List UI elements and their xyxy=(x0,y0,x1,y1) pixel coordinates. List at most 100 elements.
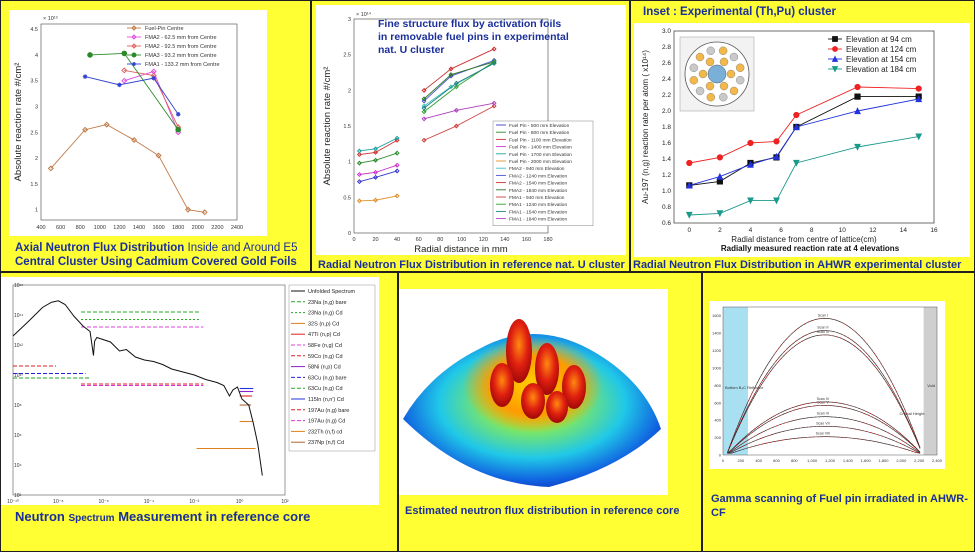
axial-x-tick: 1200 xyxy=(113,225,125,231)
ahwr-point xyxy=(792,123,800,131)
ahwr-y-tick: 1.0 xyxy=(662,188,671,195)
ahwr-series-1 xyxy=(686,83,922,167)
nat-point xyxy=(356,148,362,154)
nat-point xyxy=(394,162,400,168)
ahwr-point xyxy=(716,210,724,218)
axial-flux-chart: 400 600 800 1000 1200 1400 1600 1800 2000 2200 240… xyxy=(9,10,267,236)
axial-point xyxy=(103,121,110,128)
ahwr-plot-frame xyxy=(673,30,935,224)
ahwr-point xyxy=(915,85,922,92)
ahwr-y-tick: 2.4 xyxy=(662,76,671,83)
axial-y-tick: 3 xyxy=(35,105,38,111)
ahwr-x-tick: 6 xyxy=(779,227,783,234)
gamma-right-band-label: Void xyxy=(927,383,935,388)
nat-x-tick: 180 xyxy=(543,237,552,243)
nat-legend-label: FMA1 - 1540 mm Elevation xyxy=(509,209,567,215)
ahwr-point xyxy=(747,139,754,147)
gamma-x-tick: 1,400 xyxy=(843,458,854,463)
radial-nat-caption: Radial Neutron Flux Distribution in refe… xyxy=(318,259,625,271)
gamma-scan-4: Scan V xyxy=(727,400,921,454)
ahwr-x-tick: 16 xyxy=(930,227,938,234)
axial-x-tick: 2000 xyxy=(192,225,204,231)
gamma-y-tick: 600 xyxy=(714,400,721,405)
spectrum-y-tick: 10¹⁰ xyxy=(14,373,23,379)
reaction-legend-label: 115In (n,n') Cd xyxy=(308,397,344,403)
ahwr-cluster-svg: 0 2 4 6 8 10 12 14 16 0.6 0.8 1.0 1.2 1.4 1.6 1.8 2.0 2.2… xyxy=(641,28,938,253)
reaction-legend-label: 23Na (n,g) Cd xyxy=(308,311,343,317)
ahwr-point xyxy=(854,93,861,100)
panel-ahwr-cluster: 0 2 4 6 8 10 12 14 16 0.6 0.8 1.0 1.2 1.4 1.6 1.8 2.0 2.2… xyxy=(630,0,975,272)
ahwr-legend-marker xyxy=(831,66,839,73)
ahwr-legend-label: Elevation at 154 cm xyxy=(846,55,917,64)
gamma-scan-label: Scan IV xyxy=(817,397,830,401)
axial-point xyxy=(131,137,138,144)
ahwr-cluster-chart: 0 2 4 6 8 10 12 14 16 0.6 0.8 1.0 1.2 1.4 1.6 1.8 2.0 2.2… xyxy=(634,23,970,257)
axial-legend-label: FMA3 - 93.2 mm from Centre xyxy=(145,53,217,59)
nat-point xyxy=(394,193,400,199)
radial-ahwr-caption: Radial Neutron Flux Distribution in AHWR… xyxy=(633,259,962,271)
axial-x-tick: 400 xyxy=(36,225,45,231)
gamma-y-tick: 1600 xyxy=(712,313,722,318)
gamma-scan-label: Scan I xyxy=(818,313,828,317)
ahwr-legend-marker xyxy=(832,36,838,42)
nat-x-tick: 40 xyxy=(394,237,400,243)
nat-y-tick: 3 xyxy=(348,17,351,23)
axial-legend-marker xyxy=(131,34,137,40)
nat-legend-label: Fuel Pin - 1700 mm Elevation xyxy=(509,152,572,158)
ahwr-x-tick: 4 xyxy=(749,227,753,234)
nat-series-0 xyxy=(356,168,400,185)
gamma-scan-dots xyxy=(727,416,921,454)
reaction-legend-label: 237Np (n,f) Cd xyxy=(308,440,344,446)
nat-x-tick: 120 xyxy=(479,237,488,243)
ahwr-series-line xyxy=(689,136,919,216)
panel-neutron-spectrum: 10⁻¹⁰ 10⁻⁸ 10⁻⁶ 10⁻⁴ 10⁻² 10⁰ 10² 10² 10⁴ 10⁶ 10⁸ 1… xyxy=(0,272,398,552)
estimated-flux-image xyxy=(399,289,668,495)
panel-radial-nat-u: 0 20 40 60 80 100 120 140 160 180 0 0.5 1 1.5 2 2.5 3 × 1… xyxy=(311,0,630,272)
axial-y-tick: 3.5 xyxy=(30,79,38,85)
ahwr-point xyxy=(915,95,923,103)
ahwr-y-tick: 0.6 xyxy=(662,220,671,227)
axial-legend-label: FMA1 - 133.2 mm from Centre xyxy=(145,62,220,68)
axial-legend-label: FMA2 - 62.5 mm from Centre xyxy=(145,35,217,41)
spectrum-caption-part3: Measurement in reference core xyxy=(114,509,311,524)
nat-x-tick: 80 xyxy=(437,237,443,243)
nat-point xyxy=(491,103,497,109)
axial-point xyxy=(82,74,88,79)
spectrum-legend-label: Unfolded Spectrum xyxy=(308,289,355,295)
axial-y-tick: 4 xyxy=(35,53,38,59)
nat-point xyxy=(356,198,362,204)
spectrum-x-tick: 10² xyxy=(281,499,289,505)
gamma-scan-line xyxy=(727,425,921,454)
ahwr-y-tick: 2.6 xyxy=(662,60,671,67)
axial-series-line xyxy=(124,70,179,133)
gamma-scan-1: Scan II xyxy=(727,326,921,453)
axial-point xyxy=(175,126,181,133)
reaction-legend-label: 59Co (n,g) Cd xyxy=(308,354,343,360)
reaction-legend-label: 63Cu (n,g) bare xyxy=(308,375,347,381)
flux-peak-3 xyxy=(490,363,514,407)
gamma-plot-frame xyxy=(722,306,938,456)
axial-legend-marker xyxy=(131,25,137,31)
ahwr-y-tick: 1.6 xyxy=(662,140,671,147)
radial-nat-u-chart: 0 20 40 60 80 100 120 140 160 180 0 0.5 1 1.5 2 2.5 3 × 1… xyxy=(316,5,626,255)
nat-legend-label: FMA1 - 1240 mm Elevation xyxy=(509,202,567,208)
gamma-x-tick: 800 xyxy=(791,458,798,463)
ahwr-point xyxy=(686,159,693,167)
nat-point xyxy=(448,72,454,78)
reaction-legend-label: 58Fe (n,g) Cd xyxy=(308,343,342,349)
nat-y-tick: 2.5 xyxy=(343,53,351,59)
axial-point xyxy=(184,206,192,213)
ahwr-subtitle: Radially measured reaction rate at 4 ele… xyxy=(721,244,900,253)
ahwr-legend-label: Elevation at 124 cm xyxy=(846,45,917,54)
nat-series-line xyxy=(359,164,398,175)
nat-point xyxy=(421,98,427,104)
nat-series-2 xyxy=(356,137,400,158)
gamma-scan-label: Scan III xyxy=(817,330,829,334)
spectrum-y-tick: 10⁴ xyxy=(14,463,22,469)
gamma-scan-5: Scan VI xyxy=(727,412,921,454)
ahwr-y-tick: 1.2 xyxy=(662,172,671,179)
axial-point xyxy=(121,67,128,74)
reaction-legend-label: 47Ti (n,p) Cd xyxy=(308,332,340,338)
spectrum-caption-part1: Neutron xyxy=(15,509,69,524)
nat-legend-label: FMA1 - 940 mm Elevation xyxy=(509,195,565,201)
